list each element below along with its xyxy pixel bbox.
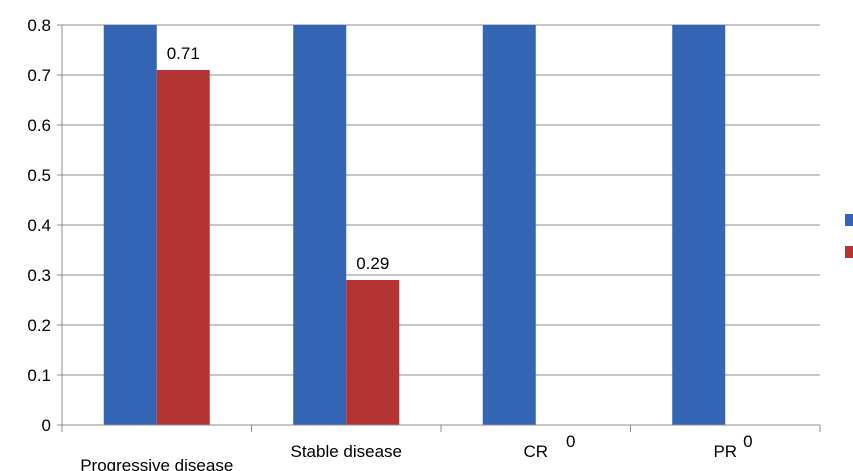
y-tick-label: 0.4 (27, 216, 51, 235)
bar-series-1 (293, 25, 347, 425)
y-tick-label: 0 (42, 416, 51, 435)
axes (57, 24, 821, 432)
x-category-label: PR (713, 442, 737, 461)
data-label-zero: 0 (743, 432, 752, 451)
y-tick-label: 0.2 (27, 316, 51, 335)
bar-series-2 (156, 70, 210, 425)
bar-series-1 (482, 25, 536, 425)
legend-swatch-series-1 (845, 214, 853, 226)
y-tick-label: 0.7 (27, 66, 51, 85)
data-label: 0.29 (356, 254, 389, 273)
x-category-label: CR (523, 442, 548, 461)
y-tick-label: 0.3 (27, 266, 51, 285)
data-label-zero: 0 (566, 432, 575, 451)
bar-series-1 (103, 25, 157, 425)
bar-series-1 (672, 25, 726, 425)
bars (103, 25, 726, 425)
x-category-label: Stable disease (290, 442, 402, 461)
y-tick-label: 0.6 (27, 116, 51, 135)
labels: 0 0.1 0.2 0.3 0.4 0.5 0.6 0.7 0.8 0.71 Progressive… (27, 16, 752, 471)
bar-series-2 (346, 280, 400, 425)
y-tick-label: 0.5 (27, 166, 51, 185)
data-label: 0.71 (167, 44, 200, 63)
y-tick-label: 0.8 (27, 16, 51, 35)
legend-swatch-series-2 (845, 246, 853, 258)
legend (845, 214, 853, 258)
x-category-label: Progressive disease (80, 456, 233, 471)
y-tick-label: 0.1 (27, 366, 51, 385)
